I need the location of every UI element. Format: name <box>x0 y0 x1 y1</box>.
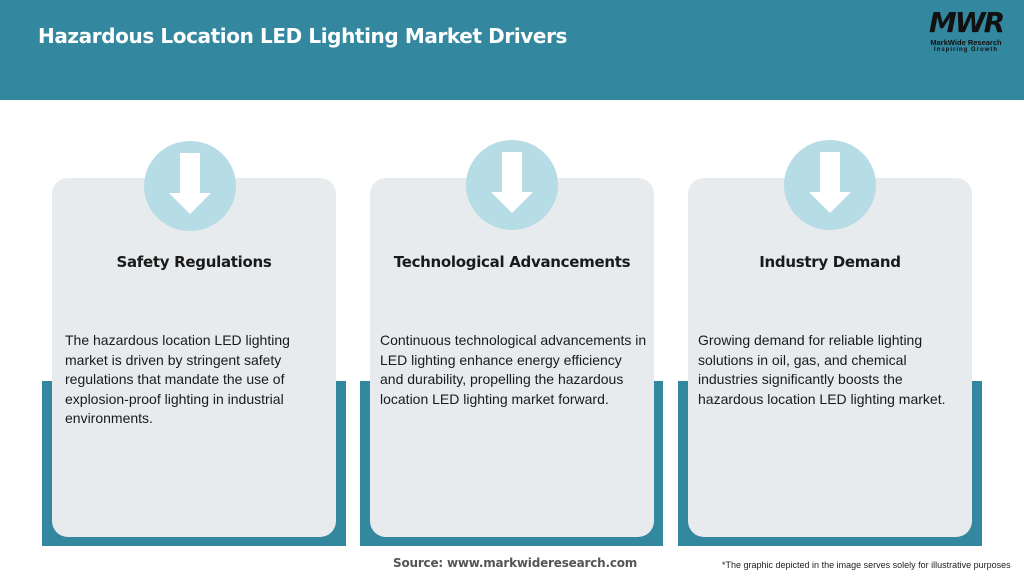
logo-tagline: Inspiring Growth <box>934 47 998 53</box>
logo-name: MarkWide Research <box>930 38 1002 47</box>
arrow-down-icon <box>169 153 211 214</box>
card-title: Safety Regulations <box>116 253 272 271</box>
disclaimer-note: *The graphic depicted in the image serve… <box>722 560 1011 570</box>
logo-mark: MWR <box>928 6 1005 39</box>
icon-circle <box>466 140 558 230</box>
source-credit: Source: www.markwideresearch.com <box>393 556 638 570</box>
card-description: The hazardous location LED lighting mark… <box>65 332 290 426</box>
header-banner: Hazardous Location LED Lighting Market D… <box>0 0 1024 100</box>
driver-card-industry-demand: Industry Demand Growing demand for relia… <box>688 178 972 537</box>
driver-card-technological-advancements: Technological Advancements Continuous te… <box>370 178 654 537</box>
arrow-down-icon <box>809 152 851 213</box>
card-title: Industry Demand <box>759 253 901 271</box>
icon-circle <box>784 140 876 230</box>
brand-logo: MWR MarkWide Research Inspiring Growth <box>920 8 1012 60</box>
icon-circle <box>144 141 236 231</box>
card-title: Technological Advancements <box>393 253 631 271</box>
page-title: Hazardous Location LED Lighting Market D… <box>38 24 568 48</box>
card-description: Growing demand for reliable lighting sol… <box>698 332 946 407</box>
card-description: Continuous technological advancements in… <box>380 332 647 407</box>
arrow-down-icon <box>491 152 533 213</box>
driver-card-safety-regulations: Safety Regulations The hazardous locatio… <box>52 178 336 537</box>
